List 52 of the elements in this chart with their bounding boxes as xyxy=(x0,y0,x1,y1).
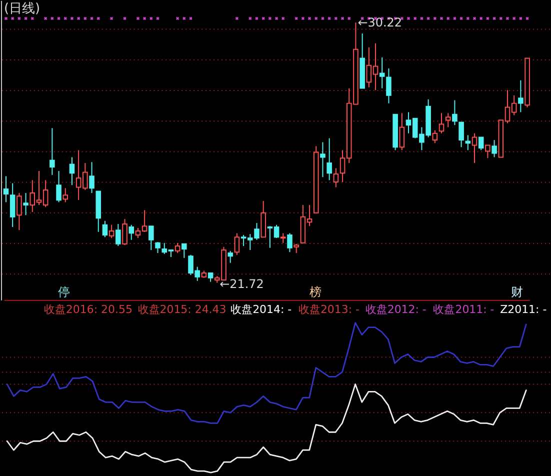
text: Z2011: - xyxy=(500,302,547,316)
candlestick xyxy=(102,220,108,238)
candlestick xyxy=(320,142,326,178)
candlestick xyxy=(122,218,128,246)
candlestick xyxy=(452,100,458,126)
candlestick xyxy=(16,192,22,231)
candlestick xyxy=(62,188,68,203)
text: 收盘2015: 24.43 xyxy=(138,302,226,316)
annotation: ←30.22 xyxy=(358,15,402,30)
candlestick xyxy=(89,162,94,194)
candlestick xyxy=(294,243,299,254)
candlestick xyxy=(445,112,451,128)
candlestick xyxy=(155,242,160,254)
candlestick xyxy=(69,156,75,186)
annotation: 财 xyxy=(511,284,524,299)
candlestick xyxy=(56,170,62,203)
text: 收盘2011: - xyxy=(433,302,494,316)
text: 收盘2016: 20.55 xyxy=(44,302,132,316)
annotation: ←21.72 xyxy=(220,276,264,291)
candlestick xyxy=(228,250,233,264)
candlestick xyxy=(438,112,444,134)
chart-title: (日线) xyxy=(4,1,40,16)
candlestick xyxy=(116,223,121,246)
text: 收盘2012: - xyxy=(365,302,426,316)
candlestick xyxy=(280,232,286,244)
candlestick xyxy=(128,224,134,240)
candlestick xyxy=(23,192,28,216)
candlestick xyxy=(148,226,154,250)
candlestick xyxy=(518,80,524,113)
candlestick xyxy=(182,243,187,258)
candlestick xyxy=(472,132,478,164)
candlestick xyxy=(492,140,497,158)
annotation: 停 xyxy=(58,284,70,299)
candlestick xyxy=(379,56,385,89)
text: 收盘2014: - xyxy=(230,302,292,316)
candlestick xyxy=(432,130,438,144)
candlestick xyxy=(399,112,405,151)
candlestick xyxy=(478,136,484,151)
candlestick xyxy=(174,242,180,254)
candlestick xyxy=(333,168,339,188)
candlestick xyxy=(108,224,114,239)
text: 收盘2013: - xyxy=(298,302,360,316)
candlestick xyxy=(458,122,464,148)
candlestick xyxy=(50,128,55,176)
candlestick xyxy=(287,232,292,253)
candlestick xyxy=(386,68,392,104)
candlestick xyxy=(10,182,16,228)
candlestick xyxy=(326,138,332,181)
annotation: 榜 xyxy=(309,284,322,299)
candlestick xyxy=(3,176,9,203)
candlestick xyxy=(485,144,490,159)
candlestick xyxy=(234,232,240,256)
